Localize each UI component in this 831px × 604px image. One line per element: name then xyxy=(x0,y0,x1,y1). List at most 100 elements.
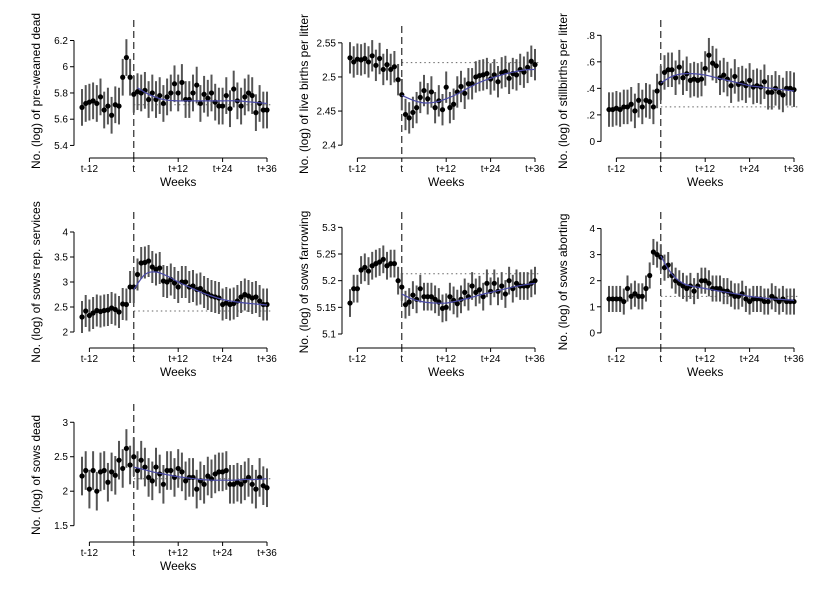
data-point xyxy=(380,66,386,73)
data-point xyxy=(194,82,200,88)
data-point xyxy=(90,467,96,474)
data-point xyxy=(168,467,174,474)
y-tick-label: 5.4 xyxy=(54,141,68,152)
y-tick-label: 2.5 xyxy=(322,72,336,83)
data-point xyxy=(380,256,386,262)
data-point xyxy=(238,481,244,487)
data-point xyxy=(138,457,144,463)
trend-line xyxy=(660,255,795,301)
data-point xyxy=(79,104,85,110)
data-point xyxy=(647,99,653,105)
data-point xyxy=(384,62,390,68)
data-point xyxy=(473,289,479,295)
data-point xyxy=(661,69,668,76)
x-axis-title: Weeks xyxy=(160,175,196,189)
panel-5: 5.1 5.15 5.2 5.25 5.3 t-12 t t+12 t+24 t+36 Weeks N… xyxy=(297,211,545,379)
x-tick-label: t+36 xyxy=(257,548,277,559)
data-point xyxy=(223,467,229,474)
data-point xyxy=(673,75,679,81)
data-point xyxy=(157,92,163,99)
data-point xyxy=(395,278,401,284)
data-point xyxy=(249,92,255,99)
data-point xyxy=(120,465,126,472)
data-point xyxy=(532,62,538,68)
y-tick-label: 3 xyxy=(589,250,595,261)
data-point xyxy=(101,467,107,474)
data-point xyxy=(116,103,122,109)
y-tick-label: 5.15 xyxy=(317,303,337,314)
data-point xyxy=(643,285,649,292)
panel-1: 5.4 5.6 5.8 6 6.2 t-12 t t+12 t+24 t+36 Weeks No. (… xyxy=(29,13,277,189)
data-point xyxy=(127,74,133,80)
y-axis-title: No. (log) of sows aborting xyxy=(556,214,570,351)
data-point xyxy=(606,106,612,113)
data-point xyxy=(242,94,248,100)
x-tick-label: t xyxy=(400,164,403,175)
data-point xyxy=(146,96,152,103)
x-tick-label: t xyxy=(132,354,135,365)
data-point xyxy=(624,285,631,292)
data-point xyxy=(347,300,353,306)
data-point xyxy=(776,298,782,305)
data-point xyxy=(94,488,100,494)
data-point xyxy=(417,286,423,292)
data-point xyxy=(780,92,786,98)
data-point xyxy=(205,473,211,479)
y-tick-label: 2.4 xyxy=(322,141,336,152)
data-point xyxy=(79,473,85,479)
y-tick-label: 5.2 xyxy=(322,276,336,287)
data-point xyxy=(747,298,753,305)
data-point xyxy=(669,67,675,73)
x-tick-label: t+12 xyxy=(436,354,456,365)
x-tick-label: t+24 xyxy=(740,354,760,365)
data-point xyxy=(171,81,178,87)
y-tick-label: 2.5 xyxy=(54,303,68,314)
data-point xyxy=(123,54,129,61)
data-point xyxy=(377,55,383,62)
data-point xyxy=(680,283,686,289)
data-point xyxy=(639,293,645,299)
y-tick-label: 3 xyxy=(62,278,68,289)
x-tick-label: t+24 xyxy=(213,354,233,365)
data-point xyxy=(369,53,375,59)
data-point xyxy=(728,83,734,89)
data-point xyxy=(208,90,215,96)
data-point xyxy=(153,464,159,470)
y-tick-label: 2 xyxy=(62,328,68,339)
x-tick-label: t xyxy=(132,164,135,175)
data-point xyxy=(168,90,174,96)
data-point xyxy=(391,64,397,70)
data-point xyxy=(227,106,233,112)
data-point xyxy=(127,284,133,290)
data-point xyxy=(351,286,357,292)
data-point xyxy=(624,104,631,110)
x-tick-label: t-12 xyxy=(349,354,367,365)
data-point xyxy=(606,296,612,302)
data-point xyxy=(454,301,460,307)
data-point xyxy=(421,294,427,300)
data-point xyxy=(112,472,118,478)
data-point xyxy=(469,283,475,289)
data-point xyxy=(617,296,623,302)
data-point xyxy=(183,279,189,285)
data-point xyxy=(164,279,170,285)
x-axis-title: Weeks xyxy=(160,365,196,379)
data-point xyxy=(710,60,716,66)
y-tick-label: 3 xyxy=(62,418,68,429)
data-point xyxy=(245,90,252,96)
data-point xyxy=(216,103,222,109)
x-tick-label: t+12 xyxy=(695,354,715,365)
data-point xyxy=(171,280,178,286)
y-tick-label: 2 xyxy=(62,487,68,498)
data-point xyxy=(636,97,642,103)
y-tick-label: 0 xyxy=(589,328,595,339)
data-point xyxy=(732,73,738,80)
data-point xyxy=(131,454,137,460)
data-point xyxy=(164,467,170,474)
data-point xyxy=(257,298,263,304)
data-point xyxy=(636,293,642,299)
data-point xyxy=(264,107,270,113)
data-point xyxy=(105,103,111,109)
data-point xyxy=(713,63,719,69)
